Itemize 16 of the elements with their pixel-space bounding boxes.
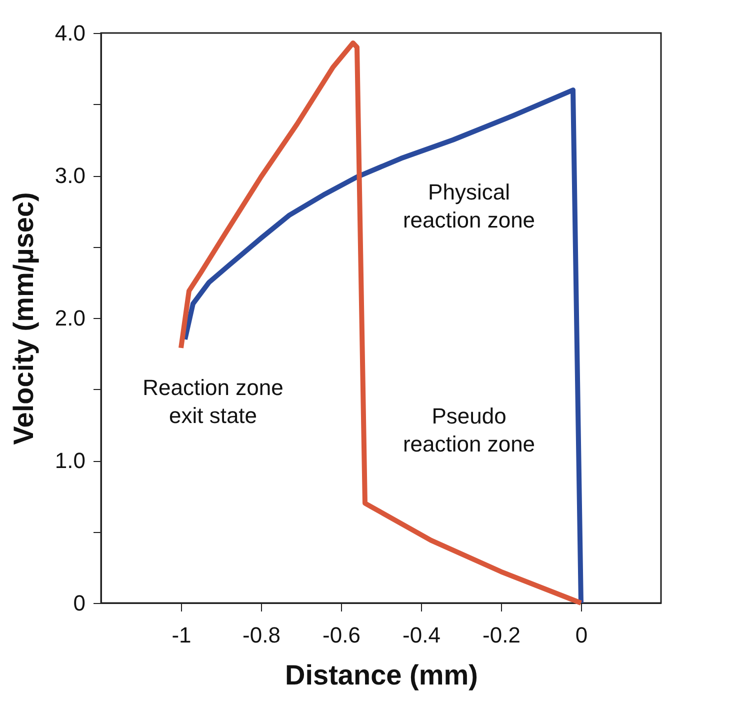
annotation: Reaction zone exit state: [142, 374, 284, 428]
x-tick-label: -1: [172, 622, 192, 648]
x-tick-label: -0.4: [402, 622, 440, 648]
x-tick-label: -0.2: [482, 622, 520, 648]
x-tick-label: -0.8: [242, 622, 280, 648]
annotation: Physical reaction zone: [402, 180, 536, 233]
y-tick-label: 2.0: [54, 306, 86, 330]
y-tick-label: 0: [73, 590, 86, 616]
x-axis-title: Distance (mm): [285, 660, 478, 690]
y-axis-title: Velocity (mm/µsec): [8, 192, 39, 445]
annotation: Pseudo reaction zone: [402, 403, 536, 456]
y-tick-label: 4.0: [54, 20, 86, 46]
x-tick-label: -0.6: [322, 622, 360, 648]
x-tick-label: 0: [575, 622, 588, 648]
y-tick-label: 1.0: [54, 448, 86, 473]
y-tick-label: 3.0: [54, 163, 86, 188]
